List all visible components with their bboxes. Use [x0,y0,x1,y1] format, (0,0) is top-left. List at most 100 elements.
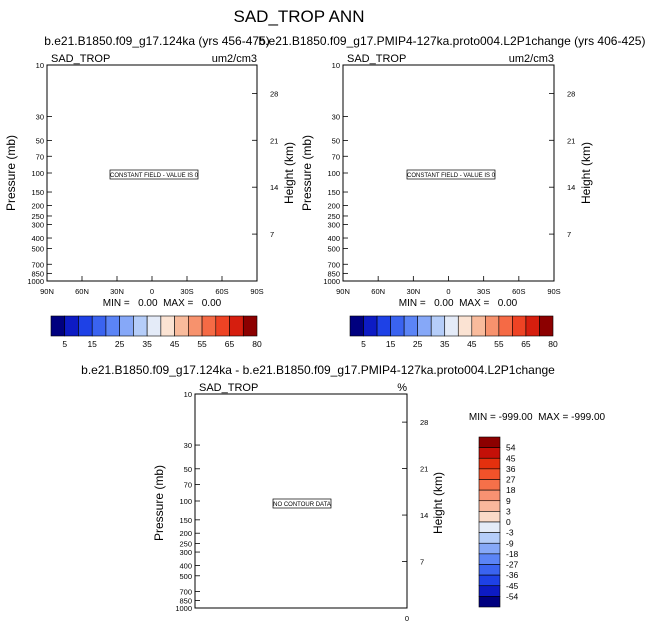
panel-2-annotation-box [406,169,496,180]
panel-2-colorbar-swatch [457,315,473,337]
panel-2-colorbar: 5 15 25 35 45 55 65 80 [349,315,558,349]
panel-2-title: b.e21.B1850.f09_g17.PMIP4-127ka.proto004… [259,34,646,48]
panel-3-colorbar-label: 0 [506,517,511,527]
panel-2-colorbar-swatch [498,315,513,337]
panel-1-colorbar-label: 65 [225,339,235,349]
panel-1-ytick-label: 1000 [27,277,44,286]
panel-2-y2tick-label: 7 [567,230,571,239]
panel-1-colorbar-swatch [146,315,162,337]
panel-2: b.e21.B1850.f09_g17.PMIP4-127ka.proto004… [259,34,646,349]
panel-1-ytick-label: 150 [31,188,44,197]
panel-2-y2tick-label: 28 [567,89,575,98]
panel-1-colorbar-label: 55 [197,339,207,349]
panel-1-colorbar-label: 25 [115,339,125,349]
panel-3: b.e21.B1850.f09_g17.124ka - b.e21.B1850.… [81,363,605,623]
panel-2-units: um2/cm3 [509,53,554,65]
panel-2-colorbar-label: 5 [361,339,366,349]
panel-2-colorbar-label: 45 [467,339,477,349]
panel-3-field-label: SAD_TROP [199,382,258,394]
panel-1-ytick-label: 250 [31,212,44,221]
panel-2-xtick-label: 90S [547,287,560,296]
panel-1-colorbar-swatch [105,315,120,337]
panel-1-xtick-label: 0 [150,287,154,296]
panel-1-ytick-label: 850 [31,269,44,278]
panel-2-colorbar-swatch [525,315,540,337]
panel-1-y2tick-label: 21 [270,136,278,145]
panel-2-colorbar-label: 55 [494,339,504,349]
panel-2-colorbar-label: 15 [386,339,396,349]
panel-3-stats: MIN = -999.00 MAX = -999.00 [469,412,606,423]
panel-2-ytick-label: 700 [327,260,340,269]
panel-1-ylabel: Pressure (mb) [4,135,18,211]
panel-1-annotation-box [109,169,199,180]
panel-1-colorbar-swatch [160,315,175,337]
panel-2-field-label: SAD_TROP [347,53,406,65]
panel-2-colorbar-swatch [403,315,418,337]
panel-2-stats: MIN = 0.00 MAX = 0.00 [399,298,518,309]
panel-1-ytick-label: 50 [36,136,44,145]
panel-2-ylabel: Pressure (mb) [300,135,314,211]
panel-3-y2tick-label: 7 [420,558,424,567]
panel-1-ytick-label: 400 [31,234,44,243]
panel-3-colorbar-swatch [478,457,501,470]
panel-3-xtick-label: 0 [405,614,409,623]
panel-1-colorbar-label: 80 [252,339,262,349]
panel-1-colorbar-swatch [242,315,258,337]
panel-1-xtick-label: 90N [40,287,54,296]
panel-2-colorbar-label: 80 [548,339,558,349]
panel-3-ytick-label: 1000 [175,604,192,613]
panel-3-colorbar-swatch [478,553,501,565]
panel-2-ytick-label: 300 [327,221,340,230]
panel-1-xtick-label: 30S [180,287,193,296]
panel-3-ytick-label: 150 [179,516,192,525]
panel-3-colorbar-label: -18 [506,549,519,559]
panel-1-field-label: SAD_TROP [51,53,110,65]
panel-3-colorbar-swatch [478,447,501,459]
panel-2-colorbar-label: 35 [440,339,450,349]
panel-3-ytick-label: 200 [179,529,192,538]
panel-1-ytick-label: 700 [31,260,44,269]
panel-1-colorbar-swatch [215,315,230,337]
panel-2-y2tick-label: 21 [567,136,575,145]
panel-1-colorbar-label: 15 [87,339,97,349]
panel-1-colorbar-swatch [188,315,203,337]
panel-3-ytick-label: 100 [179,497,192,506]
panel-2-xtick-label: 60N [371,287,385,296]
panel-3-ytick-label: 700 [179,587,192,596]
panel-1-colorbar-swatch [64,315,79,337]
panel-1-colorbar-swatch [133,315,148,337]
panel-3-colorbar-label: 45 [506,453,516,463]
panel-2-ytick-label: 200 [327,202,340,211]
panel-2-annotation: CONSTANT FIELD - VALUE IS 0 [407,173,496,179]
panel-2-colorbar-swatch [363,315,378,337]
panel-2-ytick-label: 400 [327,234,340,243]
panel-1-colorbar-swatch [174,315,189,337]
panel-1-xtick-label: 30N [110,287,124,296]
panel-3-colorbar-label: 36 [506,464,516,474]
panel-2-ytick-label: 50 [332,136,340,145]
panel-3-colorbar-label: 18 [506,485,516,495]
panel-3-colorbar-label: 27 [506,475,516,485]
panel-2-colorbar-swatch [444,315,459,337]
panel-3-colorbar-swatch [478,468,501,480]
panel-2-colorbar-swatch [417,315,432,337]
panel-3-annotation-box [272,498,332,509]
panel-3-units: % [397,382,407,394]
panel-2-xtick-label: 90N [336,287,350,296]
panel-3-ytick-label: 10 [184,390,192,399]
panel-3-colorbar-swatch [478,521,501,533]
panel-2-colorbar-swatch [349,315,364,337]
panel-3-colorbar-swatch [478,532,501,544]
panel-3-colorbar-label: -27 [506,560,519,570]
panel-2-colorbar-label: 25 [413,339,423,349]
panel-1-y2tick-label: 14 [270,183,278,192]
panel-2-ytick-label: 30 [332,113,340,122]
panel-2-ytick-label: 1000 [323,277,340,286]
panel-1-annotation: CONSTANT FIELD - VALUE IS 0 [110,173,199,179]
panel-3-ytick-label: 250 [179,540,192,549]
panel-3-ytick-label: 300 [179,548,192,557]
panel-2-colorbar-swatch [430,315,446,337]
panel-1-y2label: Height (km) [282,142,296,204]
panel-2-y2label: Height (km) [579,142,593,204]
